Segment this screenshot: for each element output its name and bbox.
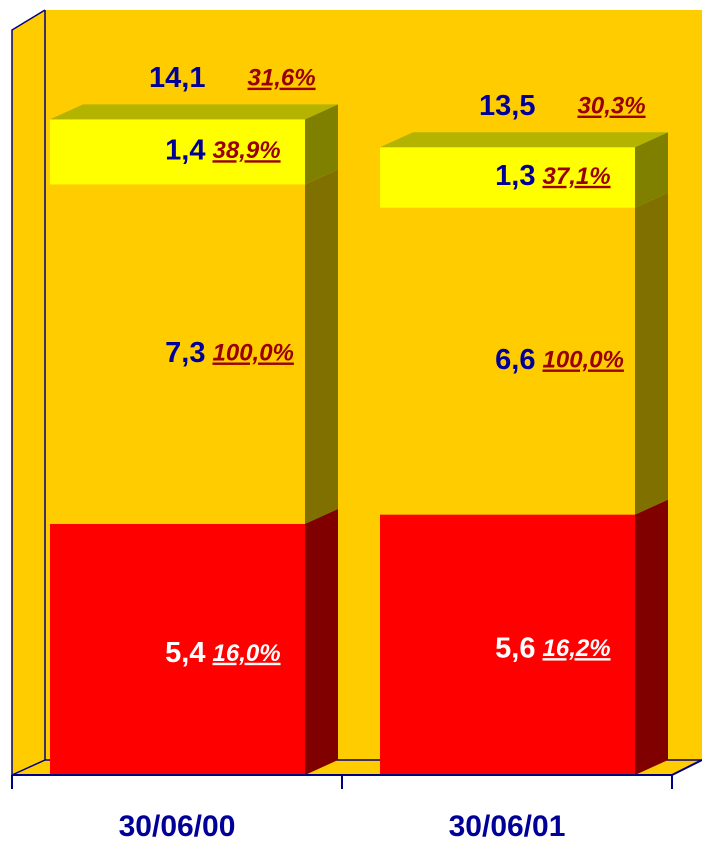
bar-top [50, 104, 338, 120]
bar-side [635, 132, 668, 208]
x-tick-label: 30/06/01 [449, 810, 566, 843]
total-percent-label: 30,3% [578, 93, 646, 120]
percent-label: 100,0% [213, 340, 294, 367]
bar-side [305, 508, 338, 775]
value-label: 5,6 [495, 632, 535, 664]
percent-label: 16,2% [543, 635, 611, 662]
total-label: 13,5 [479, 90, 535, 122]
bar-segment [50, 184, 305, 524]
percent-label: 37,1% [543, 163, 611, 190]
total-label: 14,1 [149, 62, 205, 94]
bar-segment [50, 119, 305, 185]
bar-side [305, 104, 338, 185]
bar-segment [380, 514, 635, 775]
floor-edge [11, 759, 46, 776]
bar-segment [50, 523, 305, 775]
bar-segment [380, 147, 635, 208]
bar-segment [380, 207, 635, 515]
wall-edge [11, 9, 46, 775]
bar-side [305, 169, 338, 524]
total-percent-label: 31,6% [248, 65, 316, 92]
value-label: 6,6 [495, 344, 535, 376]
x-tick-label: 30/06/00 [119, 810, 236, 843]
bar-side [635, 499, 668, 775]
value-label: 5,4 [165, 637, 205, 669]
bar-side [635, 192, 668, 515]
value-label: 1,4 [165, 135, 205, 167]
percent-label: 16,0% [213, 640, 281, 667]
bar-top [380, 132, 668, 148]
percent-label: 100,0% [543, 346, 624, 373]
value-label: 1,3 [495, 160, 535, 192]
value-label: 7,3 [165, 337, 205, 369]
percent-label: 38,9% [213, 137, 281, 164]
